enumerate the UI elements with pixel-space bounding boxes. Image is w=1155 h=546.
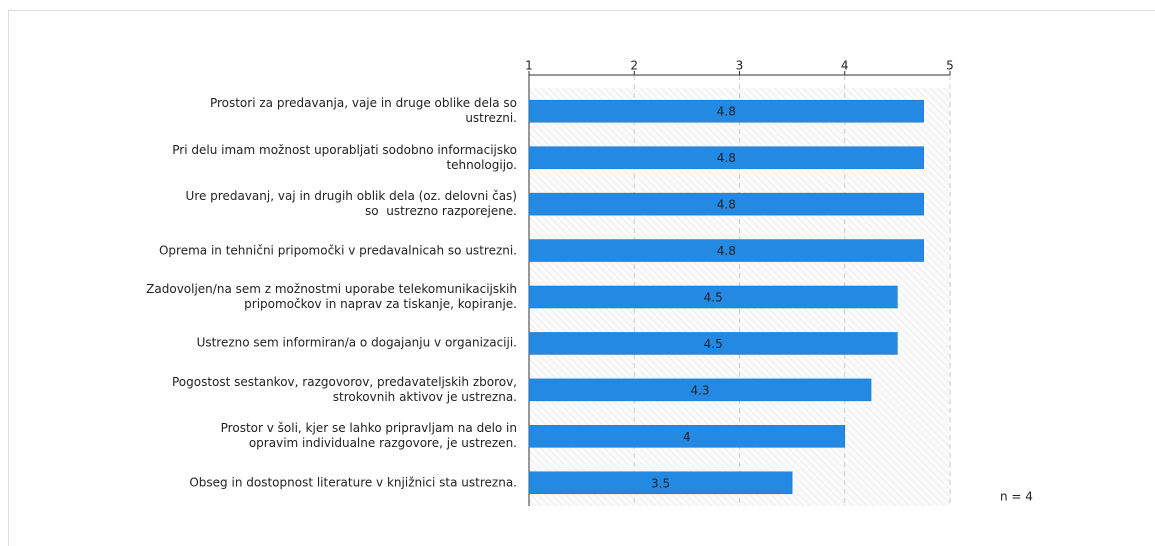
y-tick-label: Zadovoljen/na sem z možnostmi uporabe te… bbox=[146, 282, 517, 311]
value-label: 4.8 bbox=[717, 198, 736, 212]
value-label: 4.3 bbox=[690, 383, 709, 397]
bar bbox=[528, 146, 924, 169]
frame bbox=[8, 10, 1155, 546]
bar bbox=[528, 425, 845, 448]
value-label: 4 bbox=[683, 430, 691, 444]
x-tick-label: 4 bbox=[841, 59, 849, 73]
y-tick-label: Prostor v šoli, kjer se lahko pripravlja… bbox=[220, 421, 517, 451]
value-label: 4.8 bbox=[717, 244, 736, 258]
value-label: 3.5 bbox=[651, 476, 670, 490]
y-tick-label: Oprema in tehnični pripomočki v predaval… bbox=[158, 243, 517, 258]
x-tick-label: 3 bbox=[736, 59, 744, 73]
annotation: n = 4 bbox=[1000, 490, 1033, 504]
y-tick-label: Pogostost sestankov, razgovorov, predava… bbox=[171, 374, 517, 404]
x-tick-label: 2 bbox=[630, 59, 638, 73]
y-tick-label: Ure predavanj, vaj in drugih oblik dela … bbox=[185, 189, 517, 219]
value-label: 4.8 bbox=[717, 151, 736, 165]
y-tick-label: Obseg in dostopnost literature v knjižni… bbox=[189, 475, 517, 490]
x-tick-label: 1 bbox=[525, 59, 533, 73]
y-tick-label: Pri delu imam možnost uporabljati sodobn… bbox=[172, 142, 517, 172]
value-label: 4.5 bbox=[704, 291, 723, 305]
value-label: 4.5 bbox=[704, 337, 723, 351]
bar bbox=[528, 99, 924, 123]
y-tick-label: Ustrezno sem informiran/a o dogajanju v … bbox=[196, 335, 517, 350]
bar bbox=[528, 332, 898, 355]
bar bbox=[528, 192, 924, 216]
y-tick-label: Prostori za predavanja, vaje in druge ob… bbox=[209, 96, 517, 126]
bar bbox=[528, 239, 924, 262]
x-tick-label: 5 bbox=[946, 59, 954, 73]
bar bbox=[528, 471, 793, 495]
bar bbox=[528, 285, 898, 309]
value-label: 4.8 bbox=[717, 105, 736, 119]
bar bbox=[528, 378, 872, 402]
